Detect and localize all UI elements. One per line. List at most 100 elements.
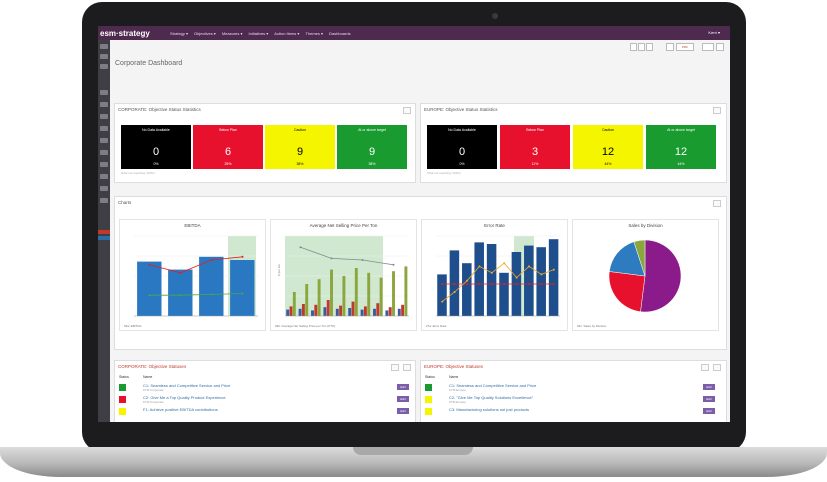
sidebar-icon-11[interactable] — [100, 174, 108, 179]
edit-button[interactable]: Edit — [703, 396, 715, 402]
refresh-button[interactable] — [666, 43, 674, 51]
objective-owner: KTM Europe — [449, 388, 466, 392]
chart-bar — [301, 304, 305, 316]
edit-button[interactable]: Edit — [397, 408, 409, 414]
sidebar-icon-5[interactable] — [100, 102, 108, 107]
chart-bar — [311, 310, 314, 316]
collapse-button[interactable] — [403, 364, 411, 371]
nav-themes[interactable]: Themes ▾ — [305, 30, 324, 36]
nav-objectives[interactable]: Objectives ▾ — [194, 30, 216, 36]
stat-value: 9 — [296, 146, 304, 158]
edit-button[interactable]: Edit — [703, 384, 715, 390]
chart-bar — [388, 307, 392, 316]
stat-caution: Caution 12 44% — [573, 125, 643, 169]
stat-percent: 38% — [368, 162, 376, 166]
sidebar-icon-1[interactable] — [100, 44, 108, 49]
more-button[interactable] — [702, 43, 714, 51]
status-badge — [425, 396, 432, 403]
series-point — [490, 283, 493, 285]
objective-link[interactable]: F1: Achieve positive EBITDA contribution… — [143, 407, 218, 412]
chart-bar — [289, 306, 293, 316]
print-button[interactable] — [630, 43, 637, 51]
sidebar-icon-12[interactable] — [100, 186, 108, 191]
stat-label: At or above target — [358, 128, 386, 132]
chart-bar — [536, 247, 546, 316]
help-button[interactable] — [391, 364, 399, 371]
chart-bar — [397, 308, 401, 316]
objective-link[interactable]: C2: Give Me a Top Quality Product Experi… — [143, 395, 226, 400]
page-title: Corporate Dashboard — [115, 60, 183, 67]
gear-icon[interactable] — [100, 162, 108, 167]
edit-button[interactable]: Edit — [397, 384, 409, 390]
stat-percent: 44% — [677, 162, 685, 166]
nav-initiatives[interactable]: Initiatives ▾ — [248, 30, 269, 36]
stat-label: No Data Available — [142, 128, 170, 132]
table-row: C3: Manufacturing solutions not just pro… — [425, 407, 715, 417]
europe-stats-title: EUROPE: Objective Status Statistics — [424, 107, 498, 112]
objective-link[interactable]: C1: Seamless and Competitive Service and… — [449, 383, 537, 388]
share-button[interactable] — [646, 43, 653, 51]
objective-owner: KTM Europe — [449, 400, 466, 404]
europe-stats-panel: EUROPE: Objective Status Statistics No D… — [420, 103, 727, 183]
sidebar-icon-8[interactable] — [100, 138, 108, 143]
series-point — [441, 283, 444, 285]
objective-link[interactable]: C1: Seamless and Competitive Service and… — [143, 383, 231, 388]
nav-action-items[interactable]: Action Items ▾ — [274, 30, 300, 36]
stat-percent: 25% — [224, 162, 232, 166]
home-icon[interactable] — [100, 90, 108, 95]
user-menu[interactable]: Kerri ▾ — [708, 30, 720, 35]
col-name: Name — [143, 375, 153, 379]
wrench-icon[interactable] — [100, 114, 108, 119]
series-point — [552, 283, 555, 285]
sidebar-icon-13[interactable] — [100, 198, 108, 203]
table-row: C1: Seamless and Competitive Service and… — [119, 383, 409, 393]
objective-link[interactable]: C3: Manufacturing solutions not just pro… — [449, 407, 530, 412]
series-point — [361, 259, 364, 261]
collapse-button[interactable] — [713, 107, 721, 114]
corporate-objectives-title: CORPORATE: Objective Statuses — [118, 364, 187, 369]
series-point — [466, 283, 468, 285]
objective-link[interactable]: C2: "Give Me Top Quality Solutions Excel… — [449, 395, 534, 400]
edit-button[interactable]: Edit — [397, 396, 409, 402]
table-row: C1: Seamless and Competitive Service and… — [425, 383, 715, 393]
nav-dashboards[interactable]: Dashboards — [329, 30, 351, 36]
series-point — [148, 294, 151, 297]
series-line — [149, 256, 243, 274]
series-point — [540, 273, 543, 276]
chart-title: Average Net Selling Price Per Ton — [309, 223, 378, 228]
sidebar-icon-9[interactable] — [100, 150, 108, 155]
series-line — [441, 262, 554, 302]
sales-by-division-chart: Sales by Division 93c: Sales by Division — [572, 219, 719, 331]
stat-no-data: No Data Available 0 0% — [121, 125, 191, 169]
chart-bar — [137, 261, 162, 316]
chart-bar — [168, 269, 193, 316]
chart-bar — [348, 308, 352, 316]
nav-strategy[interactable]: Strategy ▾ — [170, 30, 189, 36]
export-button[interactable] — [638, 43, 645, 51]
camera-icon — [492, 13, 498, 19]
collapse-button[interactable] — [713, 200, 721, 207]
fullscreen-button[interactable] — [716, 43, 724, 51]
chart-bar — [305, 284, 309, 316]
chart-canvas — [134, 235, 258, 317]
main-content: Corporate Dashboard PDF CORPORATE: Objec… — [110, 40, 730, 422]
help-button[interactable] — [701, 364, 709, 371]
nav-measures[interactable]: Measures ▾ — [221, 30, 243, 36]
col-status: Status — [425, 375, 435, 379]
sidebar — [98, 40, 110, 422]
sidebar-icon-3[interactable] — [100, 64, 108, 69]
collapse-button[interactable] — [403, 107, 411, 114]
sidebar-icon-2[interactable] — [100, 54, 108, 59]
chart-title: Sales by Division — [628, 223, 663, 228]
collapse-button[interactable] — [713, 364, 721, 371]
chart-legend: 93b: Average Net Selling Price per Ton (… — [275, 324, 336, 328]
sidebar-icon-7[interactable] — [100, 126, 108, 131]
app-logo[interactable]: esm·strategy — [100, 28, 150, 38]
pdf-button[interactable]: PDF — [676, 43, 694, 51]
chart-bar — [373, 308, 376, 316]
chart-canvas — [285, 235, 409, 317]
europe-objectives-panel: EUROPE: Objective Statuses Status Name C… — [420, 360, 727, 422]
edit-button[interactable]: Edit — [703, 408, 715, 414]
stat-value: 0 — [152, 146, 160, 158]
screen: esm·strategy Strategy ▾ Objectives ▾ Mea… — [98, 26, 730, 422]
